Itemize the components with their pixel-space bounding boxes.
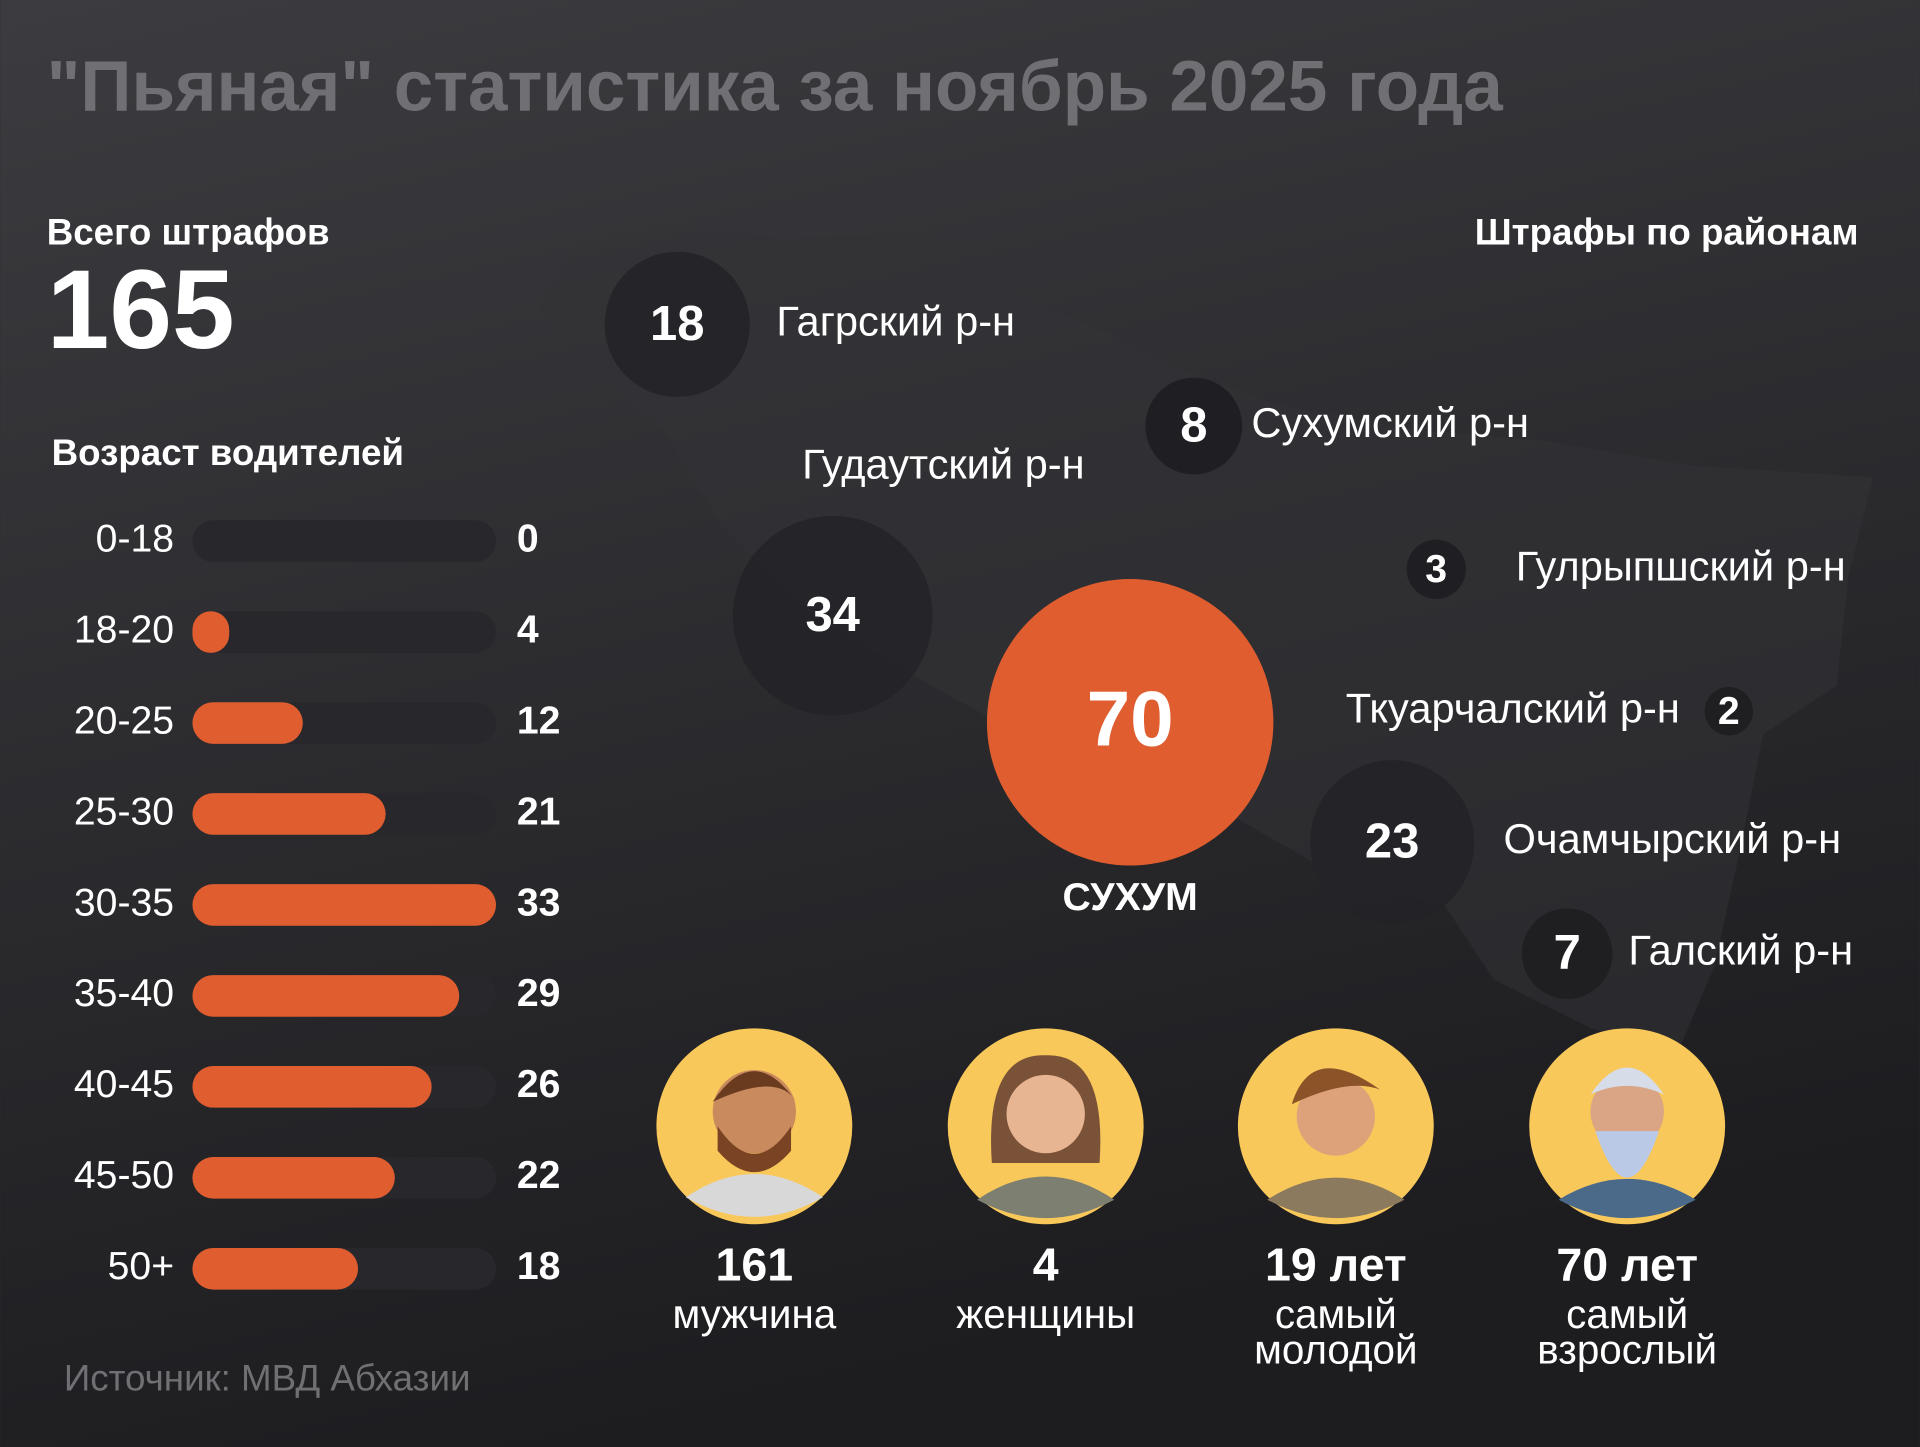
age-label: 50+: [108, 1245, 174, 1288]
bar-value: 29: [517, 972, 561, 1015]
total-value: 165: [47, 246, 235, 372]
person-label: самый: [1566, 1291, 1688, 1337]
district-value: 70: [1087, 674, 1174, 762]
district-value: 2: [1718, 690, 1740, 733]
district-value: 3: [1425, 548, 1447, 591]
district-bubble: [1310, 760, 1475, 925]
avatars: [656, 1028, 1726, 1225]
bar-value: 12: [517, 699, 561, 742]
page-title: "Пьяная" статистика за ноябрь 2025 года: [47, 48, 1503, 127]
person-label: молодой: [1254, 1326, 1417, 1372]
district-value: 7: [1554, 926, 1581, 980]
district-bubble: [1145, 377, 1243, 475]
bar: [192, 1247, 359, 1290]
bar: [192, 1066, 432, 1108]
age-label: 0-18: [96, 517, 174, 560]
source: Источник: МВД Абхазии: [64, 1358, 471, 1399]
age-label: 18-20: [74, 608, 174, 651]
bar-value: 4: [517, 608, 539, 651]
district-chart-title: Штрафы по районам: [1475, 212, 1859, 253]
bar-track: [192, 611, 497, 653]
age-label: 35-40: [74, 972, 174, 1015]
person-label: самый: [1275, 1291, 1397, 1337]
district-label: Гулрыпшский р-н: [1516, 542, 1846, 589]
district-bubble: [1406, 539, 1466, 599]
district-value: 8: [1180, 398, 1207, 452]
bar: [192, 1156, 395, 1199]
district-bubble: [1704, 687, 1754, 736]
person-value: 4: [1033, 1239, 1059, 1291]
district-bubble: [986, 579, 1274, 866]
age-label: 20-25: [74, 699, 174, 742]
district-value: 18: [650, 297, 704, 351]
bar-value: 33: [517, 881, 561, 924]
district-label: Гагрский р-н: [776, 297, 1015, 344]
district-label: Галский р-н: [1628, 927, 1853, 974]
district-bubble: [1521, 908, 1613, 999]
district-label: Гудаутский р-н: [802, 441, 1085, 488]
bar: [192, 975, 460, 1017]
bar-value: 0: [517, 517, 539, 560]
bar-value: 26: [517, 1063, 561, 1106]
district-label: Ткуарчалский р-н: [1346, 684, 1680, 731]
bar: [192, 702, 303, 744]
district-bubble: [604, 251, 750, 398]
district-value: 23: [1365, 815, 1419, 869]
person-value: 161: [716, 1239, 794, 1291]
district-label: Сухумский р-н: [1251, 399, 1529, 446]
age-label: 25-30: [74, 790, 174, 833]
district-label: СУХУМ: [1063, 876, 1198, 919]
person-label: женщины: [956, 1291, 1135, 1337]
bar: [192, 611, 230, 653]
bar-track: [192, 520, 497, 562]
person-label: мужчина: [672, 1291, 836, 1337]
person-label: взрослый: [1537, 1326, 1717, 1372]
district-bubble: [732, 515, 933, 716]
bar: [192, 884, 497, 926]
total-label: Всего штрафов: [47, 212, 330, 253]
person-value: 19 лет: [1265, 1239, 1407, 1291]
bar-value: 21: [517, 790, 561, 833]
avatar-man: [656, 1028, 853, 1225]
district-value: 34: [805, 588, 859, 642]
age-chart-title: Возраст водителей: [52, 432, 404, 473]
bar: [192, 793, 386, 835]
avatar-old: [1529, 1028, 1726, 1225]
bar-value: 22: [517, 1154, 561, 1197]
person-value: 70 лет: [1556, 1239, 1698, 1291]
age-label: 30-35: [74, 881, 174, 924]
avatar-young: [1237, 1028, 1434, 1225]
district-label: Очамчырский р-н: [1504, 815, 1842, 862]
avatar-woman: [947, 1028, 1144, 1225]
age-label: 45-50: [74, 1154, 174, 1197]
bar-value: 18: [517, 1245, 561, 1288]
age-label: 40-45: [74, 1063, 174, 1106]
